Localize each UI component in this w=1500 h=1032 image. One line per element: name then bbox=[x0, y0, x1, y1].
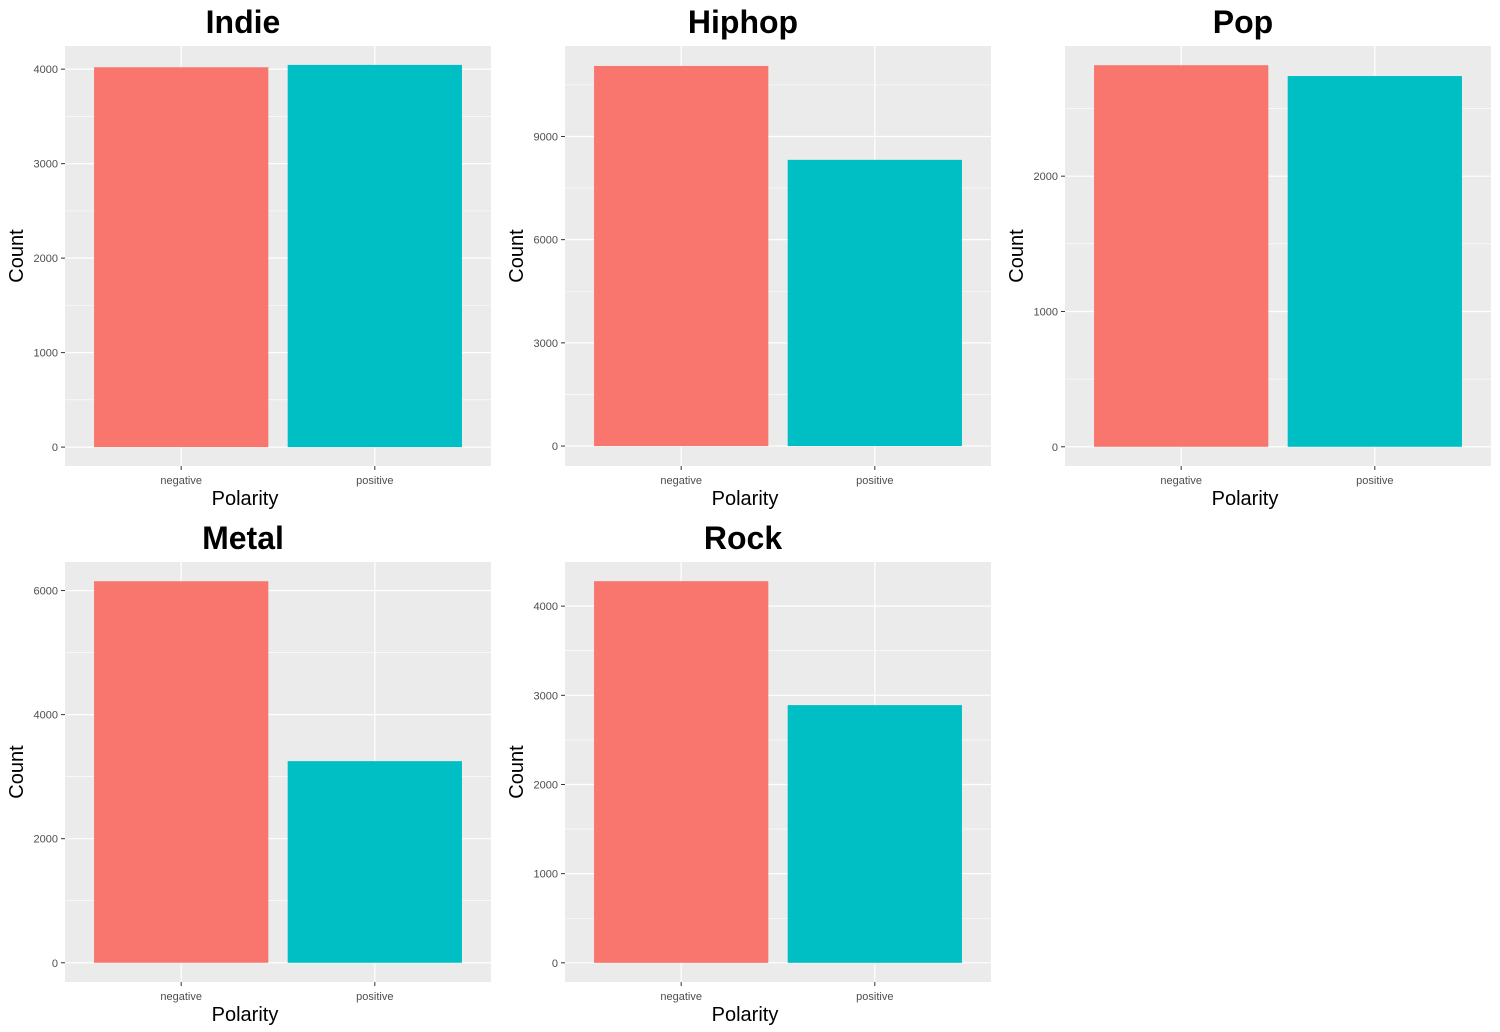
panel-indie: 0 1000 2000 3000 4000 negative positive Indie Po… bbox=[6, 4, 491, 510]
bar-negative bbox=[94, 67, 269, 448]
bar-positive bbox=[1287, 76, 1462, 447]
y-tick-label: 1000 bbox=[34, 348, 58, 360]
x-axis-title: Polarity bbox=[212, 488, 279, 510]
y-axis-title: Count bbox=[1006, 229, 1028, 283]
bar-negative bbox=[594, 65, 769, 447]
x-tick-label: negative bbox=[660, 991, 702, 1003]
y-tick-label: 6000 bbox=[534, 235, 558, 247]
y-tick-label: 0 bbox=[52, 442, 58, 454]
y-tick-label: 2000 bbox=[1034, 171, 1058, 183]
y-tick-label: 3000 bbox=[34, 159, 58, 171]
bar-negative bbox=[94, 581, 269, 963]
x-tick-label: positive bbox=[856, 475, 893, 487]
y-tick-label: 0 bbox=[52, 958, 58, 970]
y-tick-label: 4000 bbox=[34, 710, 58, 722]
x-tick-label: positive bbox=[356, 991, 393, 1003]
y-tick-label: 0 bbox=[552, 958, 558, 970]
y-tick-label: 3000 bbox=[534, 338, 558, 350]
bar-positive bbox=[787, 705, 962, 963]
panel-title: Pop bbox=[1213, 4, 1273, 40]
y-axis-title: Count bbox=[506, 745, 528, 799]
x-tick-label: negative bbox=[160, 991, 202, 1003]
x-axis-title: Polarity bbox=[712, 1004, 779, 1026]
y-tick-label: 6000 bbox=[34, 586, 58, 598]
x-tick-label: negative bbox=[160, 475, 202, 487]
y-tick-label: 2000 bbox=[34, 253, 58, 265]
panel-metal: 0 2000 4000 6000 negative positive Metal Polari… bbox=[6, 520, 491, 1026]
bar-negative bbox=[1094, 65, 1269, 447]
y-axis-title: Count bbox=[6, 745, 28, 799]
y-tick-label: 4000 bbox=[34, 64, 58, 76]
panel-pop: 0 1000 2000 negative positive Pop Polarity Coun… bbox=[1006, 4, 1491, 510]
panel-title: Indie bbox=[206, 4, 281, 40]
y-tick-label: 0 bbox=[552, 441, 558, 453]
panel-hiphop: 0 3000 6000 9000 negative positive Hiphop Polar… bbox=[506, 4, 991, 510]
bar-positive bbox=[287, 64, 462, 448]
bar-negative bbox=[594, 581, 769, 963]
panel-title: Metal bbox=[202, 520, 284, 556]
y-axis-title: Count bbox=[506, 229, 528, 283]
y-tick-label: 4000 bbox=[534, 601, 558, 613]
x-axis-title: Polarity bbox=[1212, 488, 1279, 510]
panel-rock: 0 1000 2000 3000 4000 negative positive Rock Pol… bbox=[506, 520, 991, 1026]
y-tick-label: 0 bbox=[1052, 442, 1058, 454]
x-tick-label: positive bbox=[856, 991, 893, 1003]
x-axis-title: Polarity bbox=[712, 488, 779, 510]
bar-positive bbox=[787, 159, 962, 447]
y-tick-label: 1000 bbox=[1034, 306, 1058, 318]
x-tick-label: positive bbox=[356, 475, 393, 487]
y-tick-label: 2000 bbox=[534, 779, 558, 791]
x-axis-title: Polarity bbox=[212, 1004, 279, 1026]
y-tick-label: 2000 bbox=[34, 834, 58, 846]
x-tick-label: positive bbox=[1356, 475, 1393, 487]
y-axis-title: Count bbox=[6, 229, 28, 283]
y-tick-label: 9000 bbox=[534, 131, 558, 143]
bar-positive bbox=[287, 761, 462, 963]
y-tick-label: 3000 bbox=[534, 690, 558, 702]
panel-title: Hiphop bbox=[688, 4, 798, 40]
x-tick-label: negative bbox=[660, 475, 702, 487]
panel-title: Rock bbox=[704, 520, 782, 556]
x-tick-label: negative bbox=[1160, 475, 1202, 487]
y-tick-label: 1000 bbox=[534, 869, 558, 881]
